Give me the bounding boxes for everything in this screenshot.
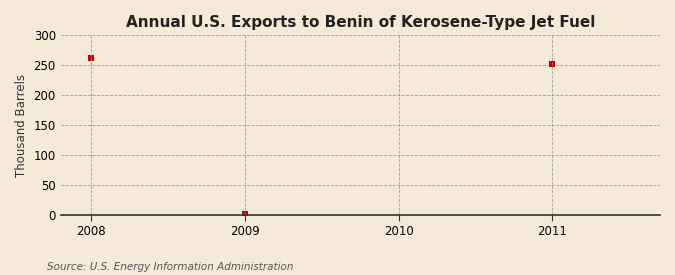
Title: Annual U.S. Exports to Benin of Kerosene-Type Jet Fuel: Annual U.S. Exports to Benin of Kerosene… <box>126 15 595 30</box>
Y-axis label: Thousand Barrels: Thousand Barrels <box>15 73 28 177</box>
Text: Source: U.S. Energy Information Administration: Source: U.S. Energy Information Administ… <box>47 262 294 272</box>
